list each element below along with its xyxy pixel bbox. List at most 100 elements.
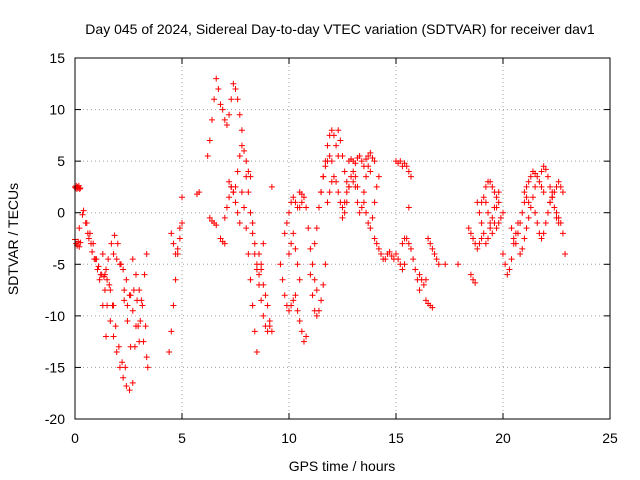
data-point (234, 168, 241, 175)
data-point (247, 276, 254, 283)
data-point (508, 225, 515, 232)
data-point (119, 359, 126, 366)
data-point (562, 250, 569, 257)
data-point (514, 230, 521, 237)
data-point (493, 204, 500, 211)
data-point (510, 235, 517, 242)
data-point (339, 214, 346, 221)
data-point (247, 209, 254, 216)
y-tick-label: 10 (49, 102, 65, 118)
data-point (279, 276, 286, 283)
data-point (455, 261, 462, 268)
data-point (371, 158, 378, 165)
data-point (407, 173, 414, 180)
data-point (132, 271, 139, 278)
data-point (176, 225, 183, 232)
data-point (253, 261, 260, 268)
y-tick-label: -15 (45, 359, 65, 375)
data-point (236, 152, 243, 159)
data-point (283, 220, 290, 227)
data-point (559, 189, 566, 196)
x-tick-label: 20 (495, 430, 511, 446)
data-point (286, 307, 292, 314)
data-point (140, 338, 147, 345)
data-point (221, 116, 228, 123)
data-point (363, 156, 370, 163)
data-point (112, 323, 119, 330)
data-point (95, 263, 102, 270)
data-point (382, 256, 389, 263)
data-point (101, 271, 108, 278)
data-point (549, 194, 556, 201)
data-point (277, 261, 284, 268)
x-tick-label: 5 (178, 430, 186, 446)
data-point (136, 287, 143, 294)
data-point (170, 240, 177, 247)
data-point (296, 276, 303, 283)
data-point (307, 245, 314, 252)
data-point (534, 173, 541, 180)
data-point (540, 189, 547, 196)
data-point (262, 292, 269, 299)
data-point (482, 199, 489, 206)
data-point (324, 142, 331, 149)
data-point (525, 178, 532, 185)
data-point (529, 194, 536, 201)
data-point (343, 178, 350, 185)
data-point (497, 214, 504, 221)
data-point (84, 230, 91, 237)
data-point (113, 256, 120, 263)
data-point (143, 250, 150, 257)
data-point (542, 166, 549, 173)
data-point (371, 235, 378, 242)
data-point (527, 173, 534, 180)
data-point (519, 245, 526, 252)
data-point (320, 173, 327, 180)
data-point (104, 276, 111, 283)
data-point (335, 127, 342, 134)
data-point (309, 292, 316, 299)
data-point (420, 281, 427, 288)
data-point (108, 240, 115, 247)
data-point (107, 287, 114, 294)
data-point (292, 199, 299, 206)
data-point (350, 168, 357, 175)
data-point (208, 116, 215, 123)
data-point (333, 142, 340, 149)
data-point (311, 240, 318, 247)
data-point (123, 382, 130, 389)
data-point (110, 333, 117, 340)
data-point (373, 183, 380, 190)
data-point (525, 214, 532, 221)
data-point (388, 253, 395, 260)
data-point (375, 173, 382, 180)
data-point (226, 111, 233, 118)
data-point (249, 220, 256, 227)
data-point (429, 304, 436, 311)
data-point (472, 279, 479, 286)
data-point (226, 194, 233, 201)
data-point (367, 149, 374, 156)
data-point (266, 323, 273, 330)
data-point (367, 225, 374, 232)
chart-title: Day 045 of 2024, Sidereal Day-to-day VTE… (85, 21, 595, 37)
data-point (135, 323, 142, 330)
data-point (91, 256, 98, 263)
data-point (268, 183, 275, 190)
data-point (363, 209, 370, 216)
data-point (113, 348, 120, 355)
data-point (341, 168, 348, 175)
data-point (403, 163, 410, 170)
data-point (318, 297, 325, 304)
data-point (352, 183, 359, 190)
data-point (141, 271, 148, 278)
data-point (547, 199, 554, 206)
data-point (238, 189, 245, 196)
data-point (281, 292, 288, 299)
data-point (521, 189, 528, 196)
data-point (547, 183, 554, 190)
data-point (480, 194, 487, 201)
data-point (378, 250, 385, 257)
data-point (221, 214, 228, 221)
data-point (116, 261, 123, 268)
